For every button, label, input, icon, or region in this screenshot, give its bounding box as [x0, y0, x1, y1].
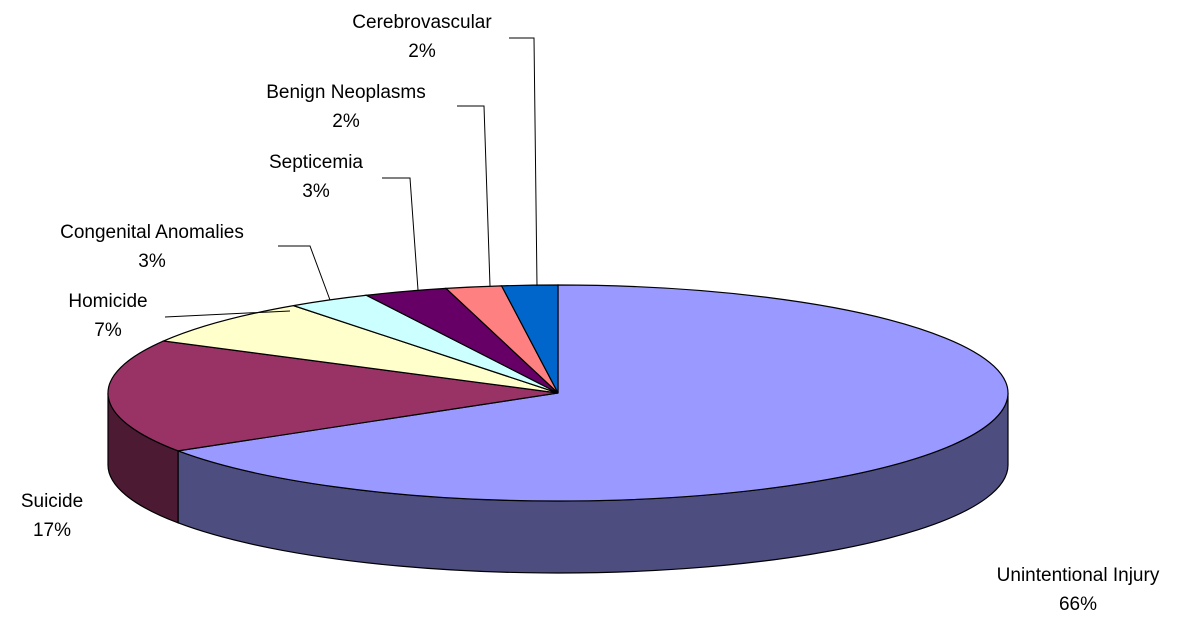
pie-slice: [500, 284, 559, 394]
slice-label: Suicide: [21, 491, 83, 512]
value-label: 66%: [1059, 594, 1097, 615]
pie-slice: [161, 305, 559, 394]
slice-label: Unintentional Injury: [997, 565, 1160, 586]
slice-label: Congenital Anomalies: [60, 222, 244, 243]
slice-label: Septicemia: [269, 152, 363, 173]
leader-line: [164, 310, 291, 318]
pie-slice: [175, 284, 1009, 502]
value-label: 7%: [94, 320, 122, 341]
pie-slice: [107, 340, 559, 452]
slice-label: Homicide: [68, 291, 147, 312]
value-label: 17%: [33, 520, 71, 541]
leader-line: [278, 245, 331, 301]
slice-label: Benign Neoplasms: [266, 82, 425, 103]
leader-line: [509, 37, 538, 287]
value-label: 3%: [138, 251, 166, 272]
value-label: 3%: [302, 181, 330, 202]
value-label: 2%: [408, 41, 436, 62]
value-label: 2%: [332, 111, 360, 132]
leader-line: [382, 177, 419, 291]
leader-line: [457, 105, 491, 287]
slice-label: Cerebrovascular: [352, 12, 492, 33]
